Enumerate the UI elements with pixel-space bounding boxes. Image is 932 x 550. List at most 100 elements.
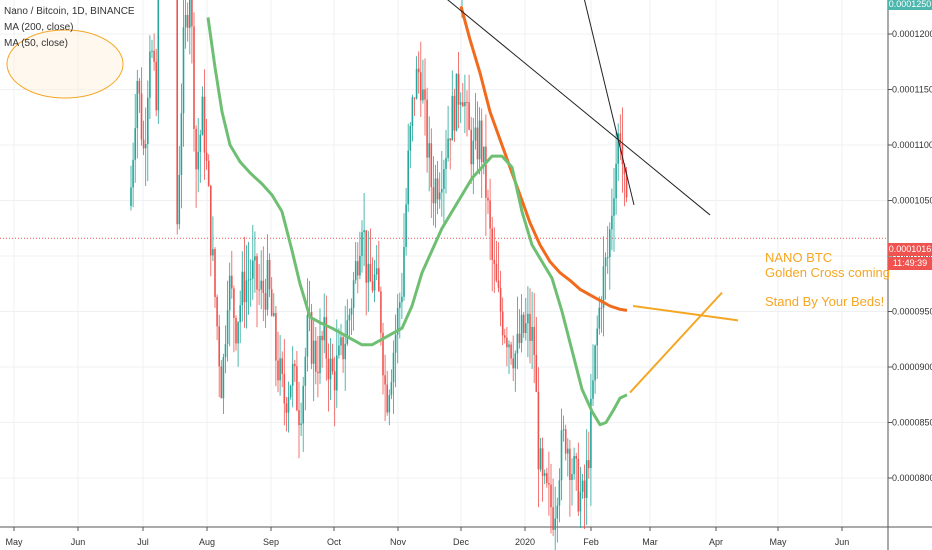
candle-body <box>182 27 185 114</box>
candle-body <box>590 398 592 469</box>
candle-body <box>623 164 626 174</box>
candle-body <box>323 317 325 341</box>
candle-body <box>285 403 288 413</box>
candle-body <box>441 189 443 193</box>
candle-body <box>212 249 214 256</box>
indicator-ma200-label[interactable]: MA (200, close) <box>4 22 74 33</box>
candle-body <box>543 473 546 476</box>
candle-body <box>529 313 531 341</box>
candle-body <box>415 68 418 99</box>
candle-body <box>602 266 605 308</box>
candle-body <box>434 178 437 204</box>
steep-trendline[interactable] <box>578 0 635 206</box>
candle-body <box>499 287 502 312</box>
indicator-ma50-label[interactable]: MA (50, close) <box>4 38 68 49</box>
candle-body <box>344 343 346 360</box>
candle-body <box>474 127 477 141</box>
candle-body <box>214 249 216 297</box>
candle-body <box>606 257 609 259</box>
candle-body <box>233 288 235 318</box>
candle-body <box>369 264 372 282</box>
candle-body <box>359 255 361 276</box>
candle-body <box>537 391 540 470</box>
annotation-callout: Stand By Your Beds! <box>765 294 885 309</box>
candle-body <box>325 317 328 359</box>
candle-body <box>459 102 462 105</box>
candle-body <box>155 61 157 111</box>
y-tick-label: 0.0001150 <box>892 85 932 95</box>
candle-body <box>600 307 603 309</box>
candle-body <box>554 518 556 530</box>
candle-body <box>438 192 441 200</box>
candle-body <box>291 363 294 386</box>
candle-body <box>373 274 376 291</box>
x-tick-label: Jun <box>71 537 86 547</box>
candle-body <box>535 354 538 392</box>
candle-body <box>514 353 517 369</box>
candle-body <box>130 187 132 207</box>
candle-body <box>527 313 529 324</box>
candle-body <box>432 187 435 204</box>
candle-body <box>445 157 447 170</box>
candle-body <box>317 371 319 374</box>
candle-body <box>329 358 332 380</box>
highlight-ellipse[interactable] <box>6 29 124 99</box>
candle-body <box>142 139 145 149</box>
candle-body <box>235 317 237 344</box>
candle-body <box>520 314 523 343</box>
candle-body <box>470 129 472 165</box>
candle-body <box>457 73 460 105</box>
candle-body <box>550 484 552 508</box>
y-tick-label: 0.0000800 <box>892 473 932 483</box>
candle-body <box>430 143 433 188</box>
candle-body <box>546 473 548 483</box>
candle-body <box>504 335 506 338</box>
candle-body <box>319 335 321 374</box>
x-tick-label: Sep <box>263 537 279 547</box>
candle-body <box>195 128 197 170</box>
candle-body <box>512 358 514 369</box>
candle-body <box>403 246 405 297</box>
candle-body <box>153 50 155 62</box>
candle-body <box>296 366 298 411</box>
candle-body <box>132 159 134 188</box>
candle-body <box>262 280 265 294</box>
candle-body <box>312 340 315 364</box>
ma50-line <box>206 17 628 427</box>
candle-body <box>485 146 487 198</box>
descending-trendline[interactable] <box>415 0 711 216</box>
candle-body <box>417 68 420 73</box>
candle-body <box>493 259 496 264</box>
candle-body <box>147 97 149 144</box>
candle-body <box>149 51 151 98</box>
candle-body <box>539 448 542 470</box>
x-tick-label: May <box>769 537 787 547</box>
candle-body <box>184 14 187 28</box>
candle-body <box>315 340 317 372</box>
candle-body <box>562 429 565 431</box>
candle-body <box>558 480 561 506</box>
candle-body <box>449 138 451 141</box>
candle-body <box>604 257 607 267</box>
candle-body <box>619 133 622 145</box>
candle-body <box>249 278 252 280</box>
candle-body <box>564 429 567 454</box>
candle-body <box>178 174 181 225</box>
y-tick-label: 0.0001000 <box>892 251 932 261</box>
candle-body <box>506 337 508 348</box>
candle-body <box>279 358 281 381</box>
candle-body <box>275 313 277 361</box>
candle-body <box>621 144 624 165</box>
candle-body <box>352 280 355 308</box>
candle-body <box>287 397 290 413</box>
ma200-projection[interactable] <box>632 304 739 322</box>
x-tick-label: Jun <box>835 537 850 547</box>
candle-body <box>384 375 386 385</box>
candle-body <box>466 102 468 104</box>
candle-body <box>413 97 416 99</box>
candle-body <box>336 355 338 391</box>
ma50-projection[interactable] <box>629 291 723 394</box>
candle-body <box>333 371 336 391</box>
candle-body <box>443 169 445 190</box>
